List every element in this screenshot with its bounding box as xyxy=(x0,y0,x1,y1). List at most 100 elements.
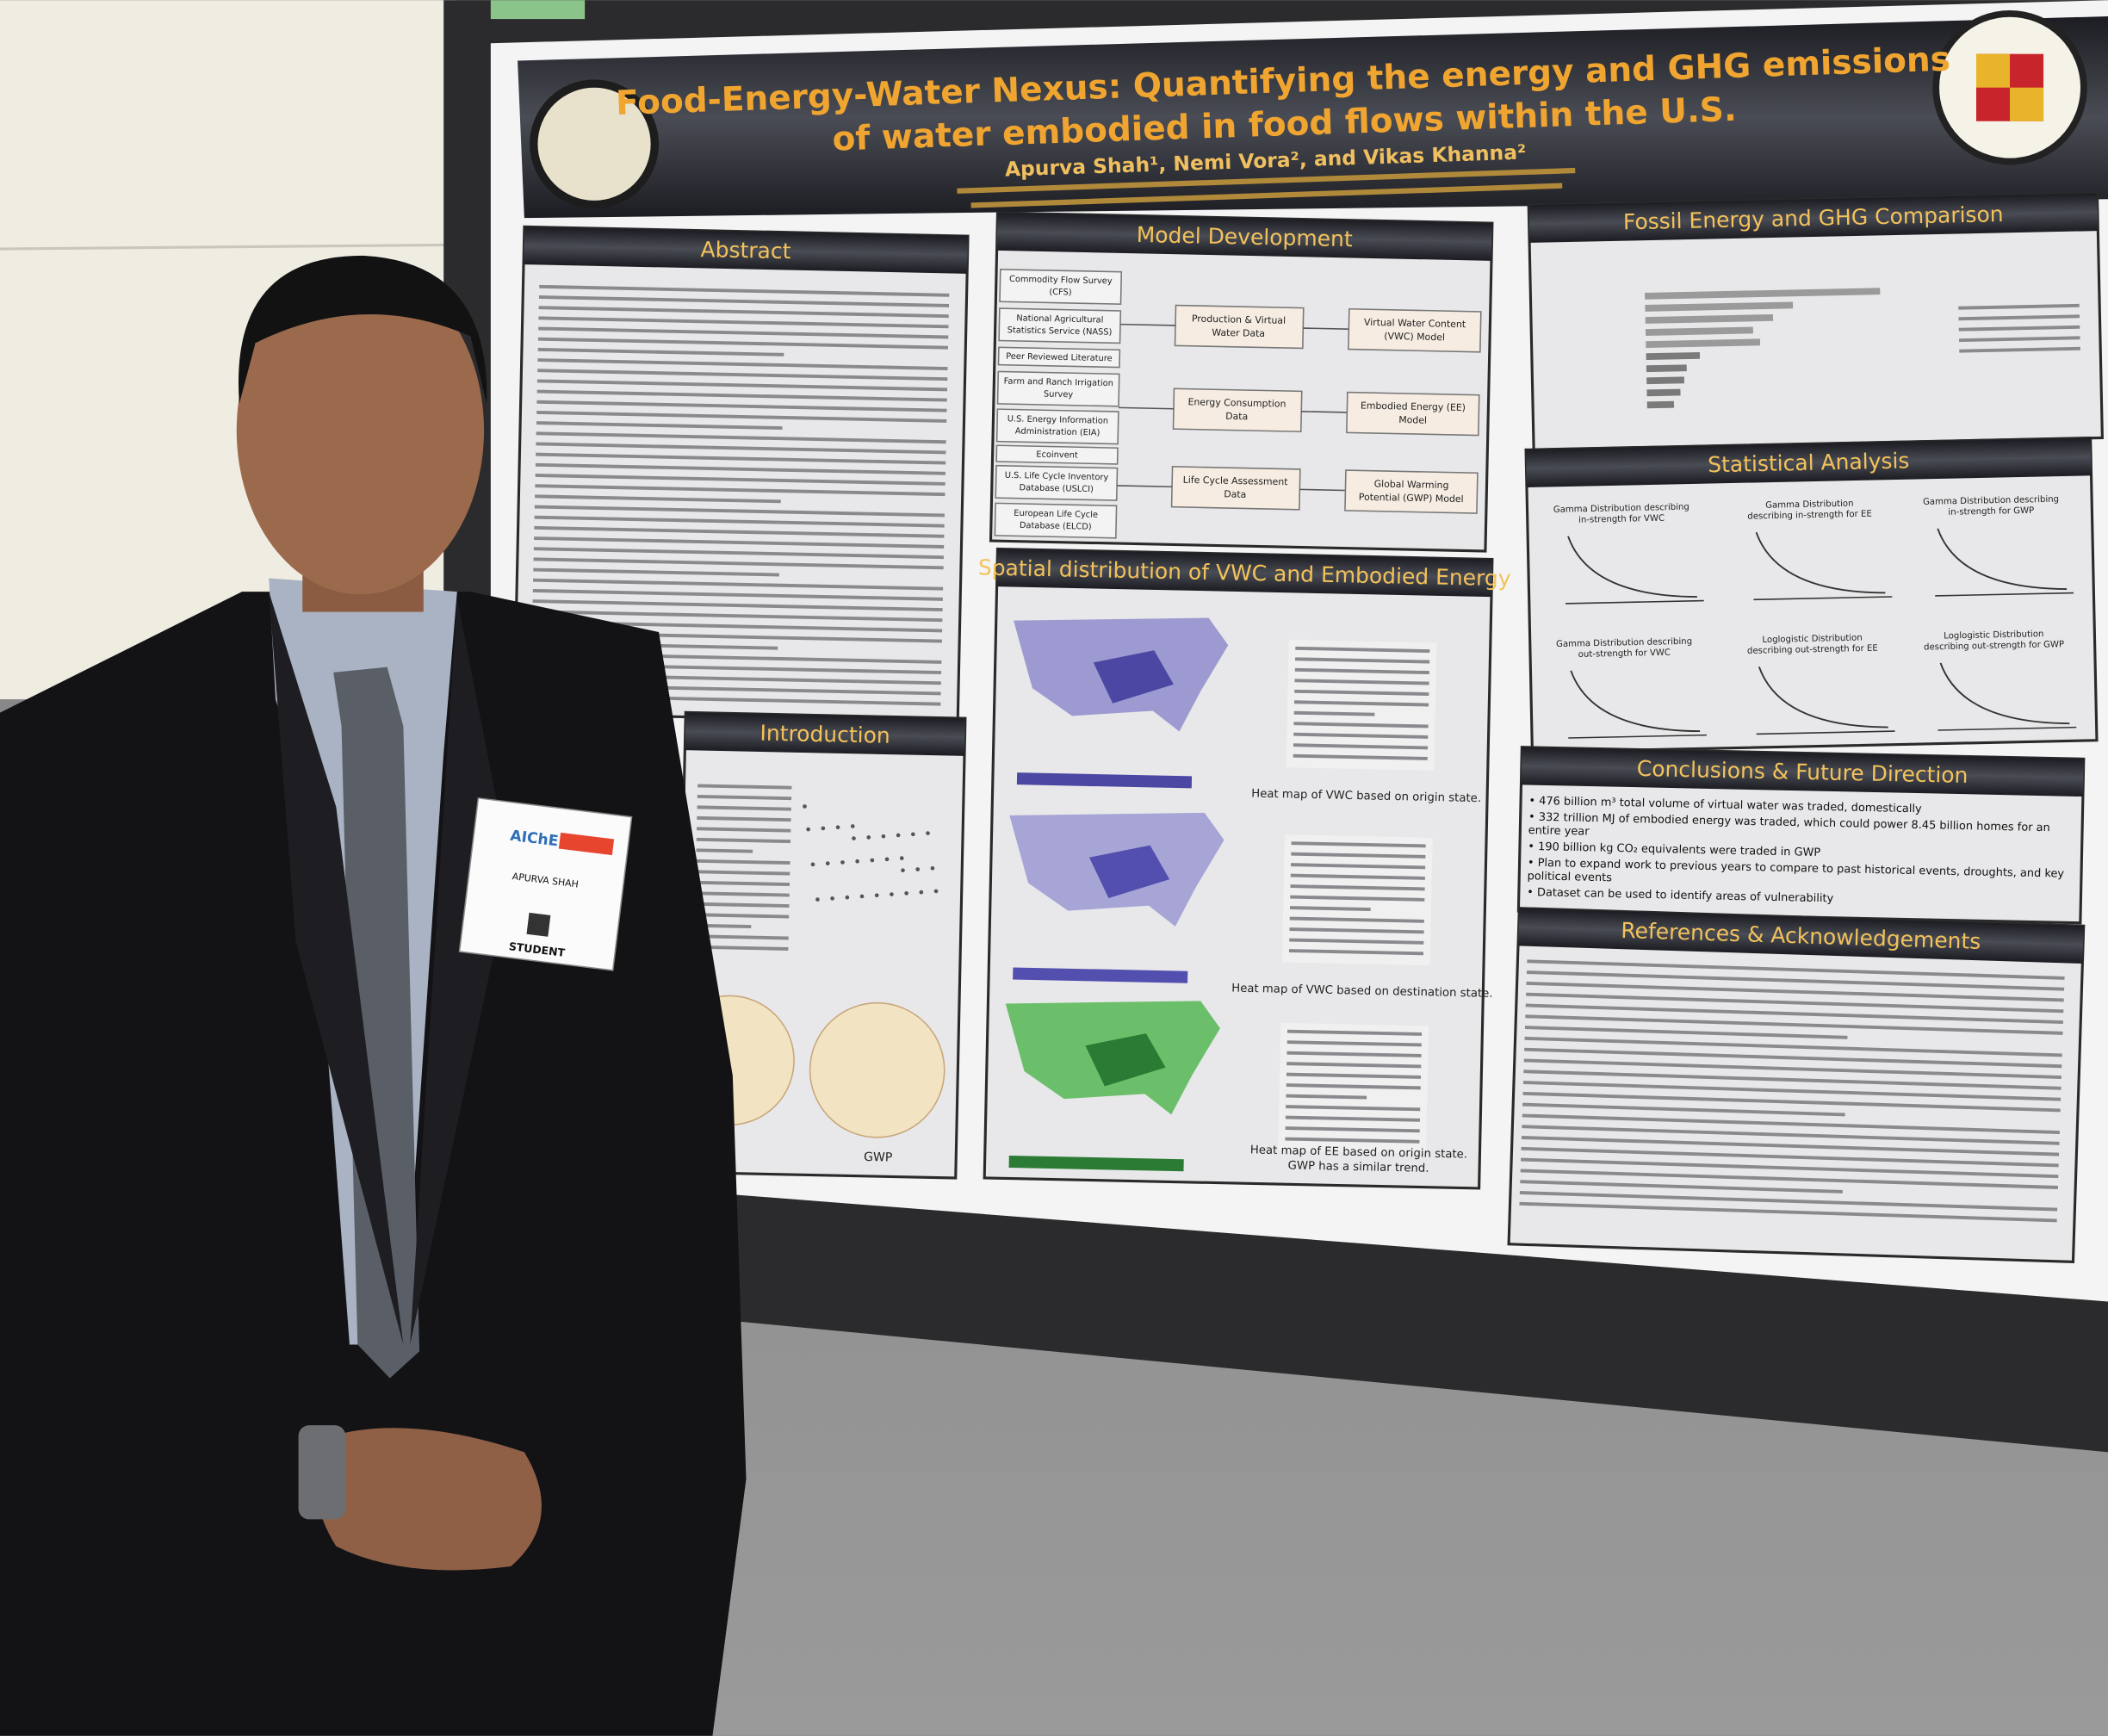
node xyxy=(881,834,886,839)
body-text xyxy=(1958,314,2080,321)
text-line: GWP has a similar trend. xyxy=(1287,1159,1429,1175)
tie xyxy=(333,666,420,1379)
body-text xyxy=(1290,873,1425,880)
body-text xyxy=(696,837,791,844)
affiliation xyxy=(957,167,1576,194)
body-text xyxy=(696,848,753,853)
body-text xyxy=(535,474,946,486)
text-line: Energy Consumption xyxy=(1187,396,1286,409)
text-line: Water Data xyxy=(1212,327,1265,339)
body-text xyxy=(1289,916,1424,923)
body-text xyxy=(534,515,945,528)
text-line: Statistics Service (NASS) xyxy=(1008,326,1113,338)
connector xyxy=(1119,323,1176,326)
body-text xyxy=(1291,852,1426,859)
body-text xyxy=(1526,981,2064,1002)
body-text xyxy=(1293,710,1375,716)
bar xyxy=(1645,326,1753,336)
body-text xyxy=(694,923,752,929)
bar xyxy=(1646,388,1681,397)
face xyxy=(236,266,485,595)
body-text xyxy=(532,610,943,623)
body-text xyxy=(536,452,946,465)
body-text xyxy=(535,484,946,497)
plot-label: GWP xyxy=(864,1150,893,1165)
text-line: (CFS) xyxy=(1049,288,1071,298)
section-title: Model Development xyxy=(1136,222,1353,251)
section: References & Acknowledgements xyxy=(1507,907,2086,1264)
node xyxy=(803,804,807,809)
body-text xyxy=(535,494,781,504)
body-text xyxy=(694,913,790,919)
watch xyxy=(298,1425,346,1520)
tag xyxy=(490,0,586,20)
body-text xyxy=(1286,1072,1422,1079)
body-text xyxy=(1286,1040,1422,1047)
bar xyxy=(1646,364,1687,373)
body-text xyxy=(1526,992,2064,1014)
text-line: describing out-strength for GWP xyxy=(1924,640,2064,652)
body-text xyxy=(1286,1062,1422,1069)
section: Conclusions & Future Direction• 476 bill… xyxy=(1516,746,2086,925)
text-line: U.S. Energy Information xyxy=(1008,414,1108,425)
node xyxy=(890,892,894,896)
section-title: Statistical Analysis xyxy=(1708,448,1910,477)
body-text xyxy=(1525,1003,2063,1025)
text-line: Heat map of EE based on origin state. xyxy=(1250,1144,1467,1161)
body-text xyxy=(695,902,790,908)
text-line: Ecoinvent xyxy=(1036,450,1078,461)
body-text xyxy=(1289,938,1424,945)
section-header xyxy=(524,226,969,274)
section: Fossil Energy and GHG Comparison xyxy=(1527,191,2104,451)
node xyxy=(866,835,871,840)
node xyxy=(901,868,905,873)
body-text xyxy=(539,284,950,297)
section-title: Introduction xyxy=(760,721,890,748)
text-line: in-strength for VWC xyxy=(1578,514,1665,525)
body-text xyxy=(536,442,946,455)
source-box xyxy=(995,408,1119,445)
body-text xyxy=(536,389,947,402)
section: Model Development Commodity Flow Survey(C… xyxy=(989,211,1494,553)
body-text xyxy=(1959,336,2080,343)
body-text xyxy=(1293,722,1429,728)
section-header xyxy=(996,213,1492,261)
source-box xyxy=(996,370,1120,407)
node xyxy=(825,861,830,865)
node xyxy=(884,857,890,862)
hair xyxy=(238,255,487,404)
body-text xyxy=(1524,1026,1848,1039)
text-line: • 190 billion kg CO₂ equivalents were tr… xyxy=(1528,840,1820,859)
body-text xyxy=(1521,1136,2060,1156)
connector xyxy=(1299,488,1346,492)
curve xyxy=(1570,670,1701,733)
section-header xyxy=(996,549,1492,598)
body-text xyxy=(1294,689,1429,696)
text-line: National Agricultural xyxy=(1016,313,1103,325)
map-legend xyxy=(1016,772,1193,789)
section-header xyxy=(1526,437,2092,488)
map-legend xyxy=(1013,967,1188,983)
node xyxy=(874,893,879,898)
bar xyxy=(1645,288,1881,300)
node xyxy=(910,832,915,837)
body-text xyxy=(537,337,949,350)
text-line: Potential (GWP) Model xyxy=(1359,492,1464,505)
node xyxy=(821,826,826,831)
body-text xyxy=(533,578,944,591)
section-header xyxy=(685,712,965,756)
text-line: Gamma Distribution xyxy=(1765,499,1853,511)
body-text xyxy=(697,805,791,811)
axis xyxy=(1756,730,1895,735)
connector xyxy=(1303,327,1349,330)
node xyxy=(933,889,939,894)
body-text xyxy=(1295,657,1430,664)
text-line: Survey xyxy=(1044,390,1074,400)
text-line: Database (USLCI) xyxy=(1019,483,1094,494)
text-line: (VWC) Model xyxy=(1384,331,1445,343)
body-text xyxy=(1293,753,1428,760)
bar xyxy=(1646,376,1684,385)
source-box xyxy=(997,346,1121,369)
body-text xyxy=(1293,743,1429,750)
